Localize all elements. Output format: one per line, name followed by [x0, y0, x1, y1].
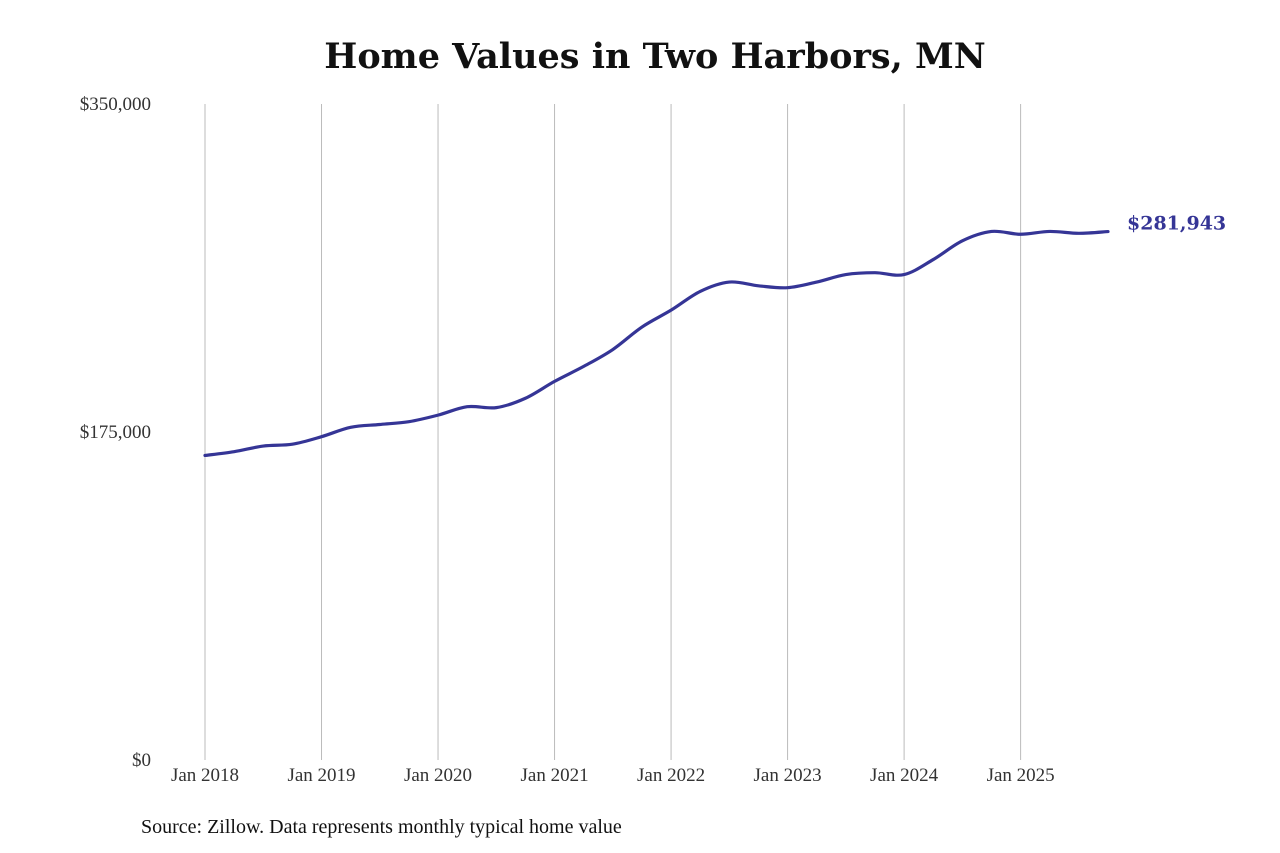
- x-tick-label: Jan 2018: [171, 765, 239, 786]
- x-tick-label: Jan 2025: [987, 765, 1055, 786]
- chart-title: Home Values in Two Harbors, MN: [324, 36, 986, 77]
- x-tick-label: Jan 2021: [521, 765, 589, 786]
- x-tick-label: Jan 2023: [754, 765, 822, 786]
- x-tick-label: Jan 2022: [637, 765, 705, 786]
- series-layer: [203, 229, 1110, 458]
- x-axis-ticks: Jan 2018 Jan 2019 Jan 2020 Jan 2021 Jan 2022…: [171, 765, 1055, 786]
- source-note: Source: Zillow. Data represents monthly …: [141, 816, 622, 838]
- x-tick-label: Jan 2019: [287, 765, 355, 786]
- y-tick-label: $0: [132, 750, 151, 771]
- series-line: [203, 229, 1110, 458]
- x-tick-label: Jan 2020: [404, 765, 472, 786]
- annotation-layer: $281,943: [1127, 213, 1226, 235]
- end-value-label: $281,943: [1127, 213, 1226, 235]
- x-tick-label: Jan 2024: [870, 765, 939, 786]
- y-axis-ticks: $0 $175,000 $350,000: [80, 94, 151, 771]
- y-tick-label: $175,000: [80, 422, 151, 443]
- y-tick-label: $350,000: [80, 94, 151, 115]
- gridlines: [204, 104, 1022, 760]
